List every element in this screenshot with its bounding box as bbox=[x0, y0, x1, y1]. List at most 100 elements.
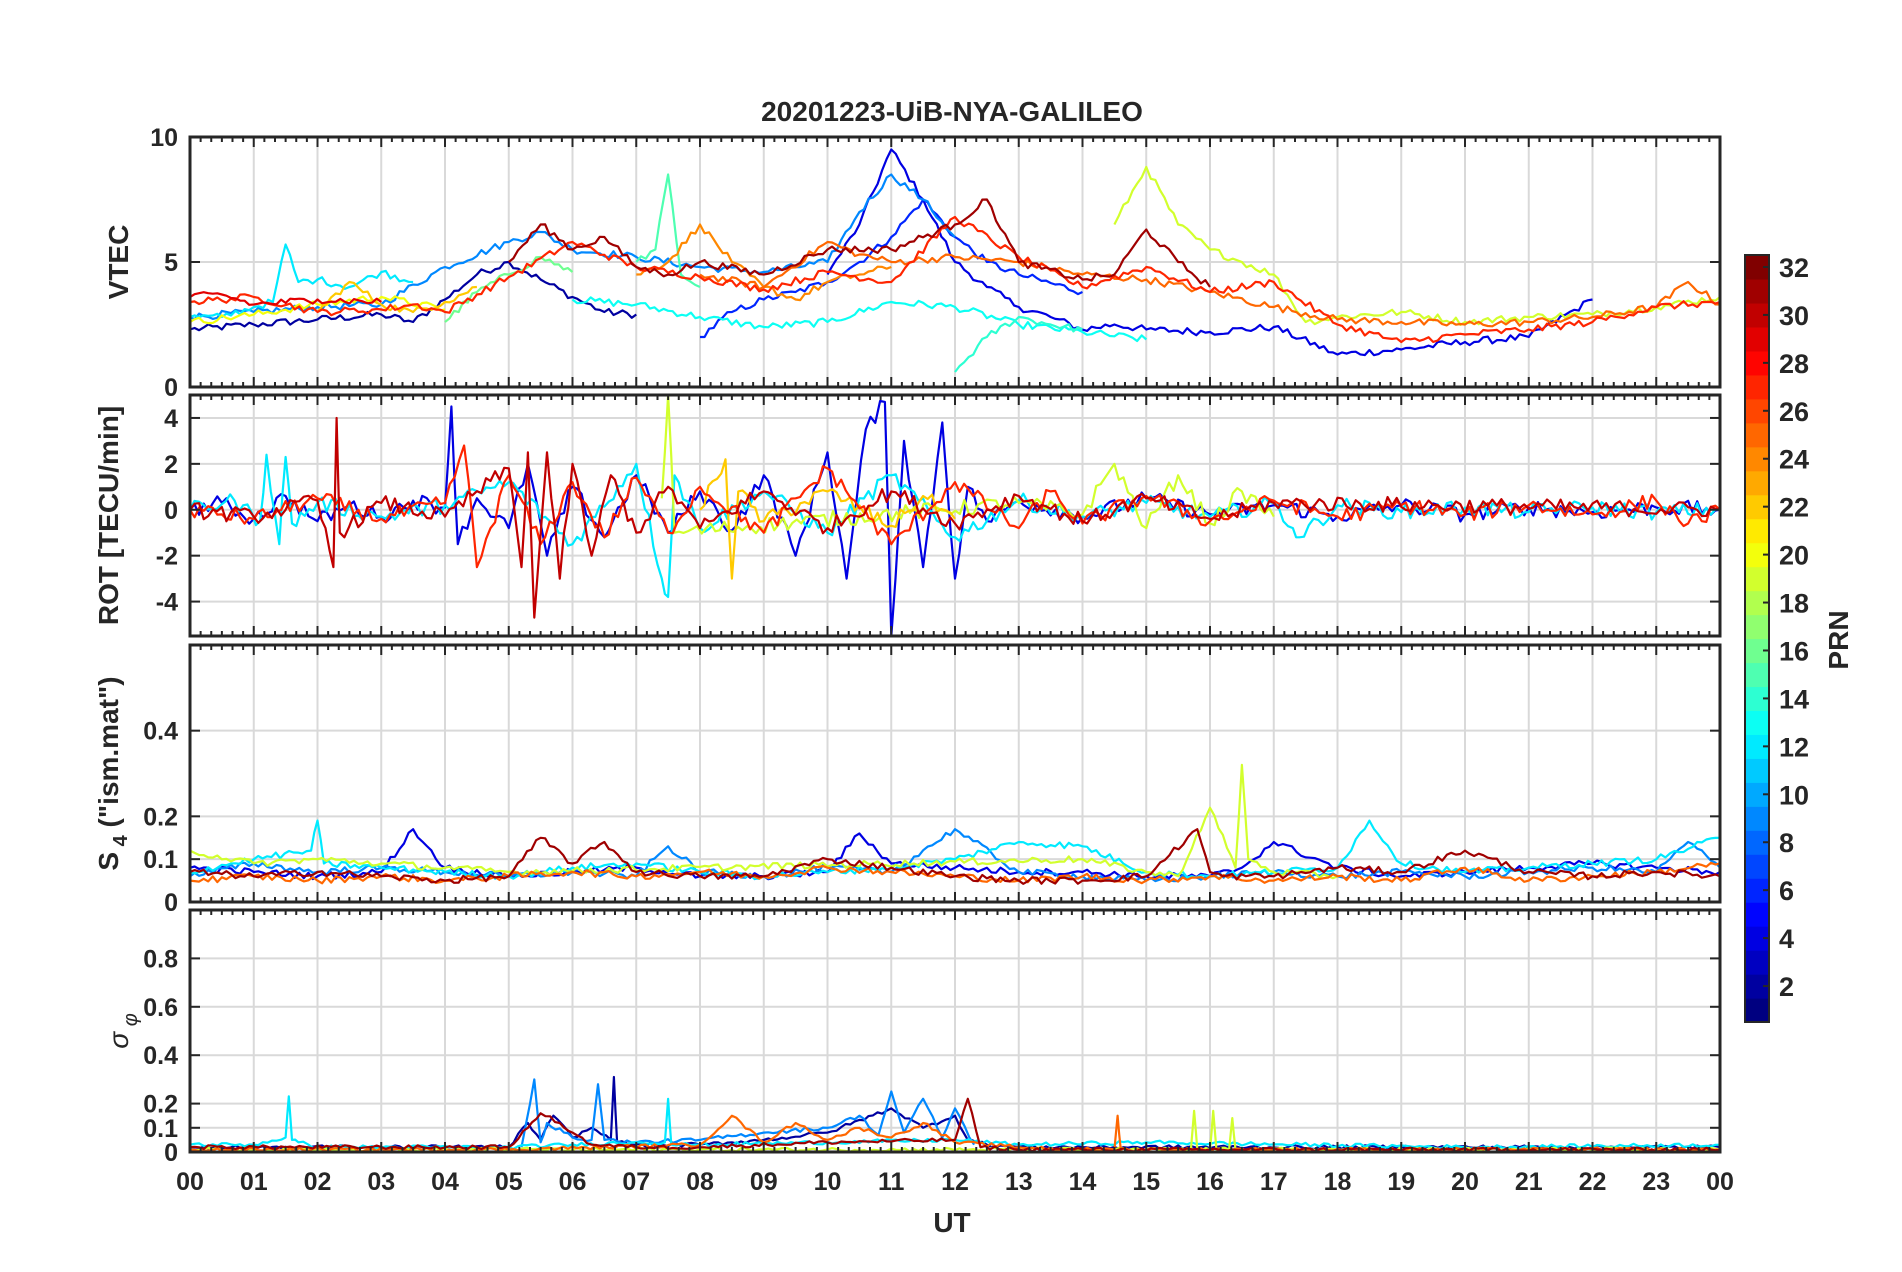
colorbar-tick-label: 6 bbox=[1779, 876, 1794, 906]
colorbar-tick-label: 10 bbox=[1779, 780, 1809, 810]
y-tick-label: 0.6 bbox=[143, 994, 178, 1022]
x-tick-label: 04 bbox=[431, 1168, 459, 1196]
colorbar-tick-label: 20 bbox=[1779, 541, 1809, 571]
colorbar-segment bbox=[1745, 614, 1769, 640]
series-line-prn-14 bbox=[954, 315, 1083, 373]
series-line-prn-20 bbox=[190, 295, 446, 325]
x-tick-label: 23 bbox=[1642, 1168, 1670, 1196]
y-tick-label: -2 bbox=[156, 543, 178, 571]
y-tick-label: 0 bbox=[164, 374, 178, 402]
series-line-prn-6 bbox=[700, 198, 1083, 339]
panel-rot: -4 -2 0 2 4 ROT [TECU/min] bbox=[93, 393, 1722, 638]
colorbar-segment bbox=[1745, 470, 1769, 496]
colorbar-tick-label: 2 bbox=[1779, 972, 1794, 1002]
series-line-prn-19 bbox=[1113, 165, 1720, 326]
x-axis-label: UT bbox=[933, 1207, 970, 1238]
x-tick-label: 02 bbox=[304, 1168, 332, 1196]
colorbar-frame bbox=[1744, 254, 1770, 1023]
colorbar-segment bbox=[1745, 806, 1769, 831]
series-line-prn-15 bbox=[635, 173, 701, 289]
y-tick-label: 0 bbox=[164, 889, 178, 917]
x-tick-label: 22 bbox=[1579, 1168, 1607, 1196]
chart-title: 20201223-UiB-NYA-GALILEO bbox=[761, 96, 1143, 127]
colorbar-segment bbox=[1745, 278, 1769, 304]
series-line-prn-29 bbox=[190, 291, 382, 306]
series-line-prn-31 bbox=[508, 198, 1211, 288]
series-line-prn-4 bbox=[826, 148, 1593, 357]
x-axis: 00 01 02 03 04 05 06 07 08 09 10 11 12 13 14 15 16 17 18 19… bbox=[176, 1168, 1734, 1196]
x-tick-label: 11 bbox=[878, 1168, 905, 1196]
colorbar-tick-label: 12 bbox=[1779, 732, 1809, 762]
panel-vtec: 0 5 10 VTEC bbox=[103, 124, 1722, 402]
colorbar-tick-label: 22 bbox=[1779, 493, 1809, 523]
x-tick-label: 16 bbox=[1196, 1168, 1224, 1196]
colorbar-segment bbox=[1745, 518, 1769, 544]
colorbar-segment bbox=[1745, 422, 1769, 448]
y-tick-label: 10 bbox=[150, 124, 178, 152]
colorbar-segment bbox=[1745, 950, 1769, 975]
colorbar-tick-label: 26 bbox=[1779, 397, 1809, 427]
series-line-prn-2 bbox=[190, 260, 637, 332]
x-tick-label: 00 bbox=[1706, 1168, 1734, 1196]
x-tick-label: 10 bbox=[814, 1168, 842, 1196]
colorbar-segment bbox=[1745, 566, 1769, 592]
x-tick-label: 05 bbox=[495, 1168, 523, 1196]
series-line-prn-12 bbox=[190, 819, 1720, 880]
series-line-prn-16 bbox=[444, 255, 574, 323]
y-tick-label: 0.1 bbox=[143, 1115, 178, 1143]
x-tick-label: 07 bbox=[622, 1168, 650, 1196]
x-tick-label: 19 bbox=[1387, 1168, 1415, 1196]
panel-s4: 0 0.1 0.2 0.4 S 4 ("ism.mat") bbox=[93, 643, 1722, 917]
x-tick-label: 20 bbox=[1451, 1168, 1479, 1196]
y-axis-label-s4: S 4 ("ism.mat") bbox=[93, 676, 132, 870]
series-line-prn-27 bbox=[190, 215, 1720, 344]
series-line-prn-31 bbox=[190, 828, 1720, 885]
y-tick-label: 0.2 bbox=[143, 1091, 178, 1119]
x-tick-label: 01 bbox=[240, 1168, 268, 1196]
y-tick-label: 0.4 bbox=[143, 718, 178, 746]
y-tick-label: 4 bbox=[164, 405, 178, 433]
colorbar-tick-label: 18 bbox=[1779, 589, 1809, 619]
colorbar-segment bbox=[1745, 998, 1769, 1023]
x-tick-label: 15 bbox=[1132, 1168, 1160, 1196]
y-tick-label: 0.4 bbox=[143, 1042, 178, 1070]
series-line-prn-12 bbox=[190, 243, 414, 319]
series-line-prn-13 bbox=[571, 296, 1148, 343]
y-tick-label: 0 bbox=[164, 497, 178, 525]
x-tick-label: 06 bbox=[559, 1168, 587, 1196]
y-tick-label: 5 bbox=[164, 249, 178, 277]
colorbar-tick-label: 28 bbox=[1779, 349, 1809, 379]
x-tick-label: 09 bbox=[750, 1168, 778, 1196]
colorbar-segment bbox=[1745, 902, 1769, 927]
series-line-prn-9 bbox=[520, 1078, 976, 1148]
x-tick-label: 12 bbox=[941, 1168, 969, 1196]
colorbar-tick-label: 14 bbox=[1779, 684, 1809, 714]
x-tick-label: 08 bbox=[686, 1168, 714, 1196]
colorbar-segment bbox=[1745, 854, 1769, 879]
series-line-prn-19 bbox=[660, 395, 1275, 535]
colorbar-tick-label: 30 bbox=[1779, 301, 1809, 331]
y-tick-label: 0.2 bbox=[143, 803, 178, 831]
x-tick-label: 14 bbox=[1069, 1168, 1097, 1196]
colorbar-segment bbox=[1745, 758, 1769, 783]
colorbar-tick-label: 16 bbox=[1779, 636, 1809, 666]
series-line-prn-30 bbox=[190, 416, 1720, 619]
series-group-rot bbox=[190, 395, 1720, 636]
colorbar-segment bbox=[1745, 326, 1769, 352]
y-tick-label: 0 bbox=[164, 1139, 178, 1167]
x-tick-label: 13 bbox=[1005, 1168, 1033, 1196]
x-tick-label: 17 bbox=[1260, 1168, 1288, 1196]
colorbar-tick-label: 8 bbox=[1779, 828, 1794, 858]
colorbar-tick-label: 32 bbox=[1779, 253, 1809, 283]
colorbar-segment bbox=[1745, 710, 1769, 735]
series-line-prn-19 bbox=[190, 763, 1338, 880]
y-tick-label: 0.1 bbox=[143, 846, 178, 874]
y-tick-label: -4 bbox=[156, 589, 178, 617]
series-group-vtec bbox=[190, 148, 1720, 373]
colorbar-tick-label: 4 bbox=[1779, 924, 1794, 954]
panel-sigma_phi: 00.10.2 0.4 0.6 0.8 σ φ bbox=[103, 908, 1722, 1167]
x-tick-label: 18 bbox=[1324, 1168, 1352, 1196]
series-group-s4 bbox=[190, 763, 1720, 885]
y-axis-label-rot: ROT [TECU/min] bbox=[93, 406, 124, 625]
